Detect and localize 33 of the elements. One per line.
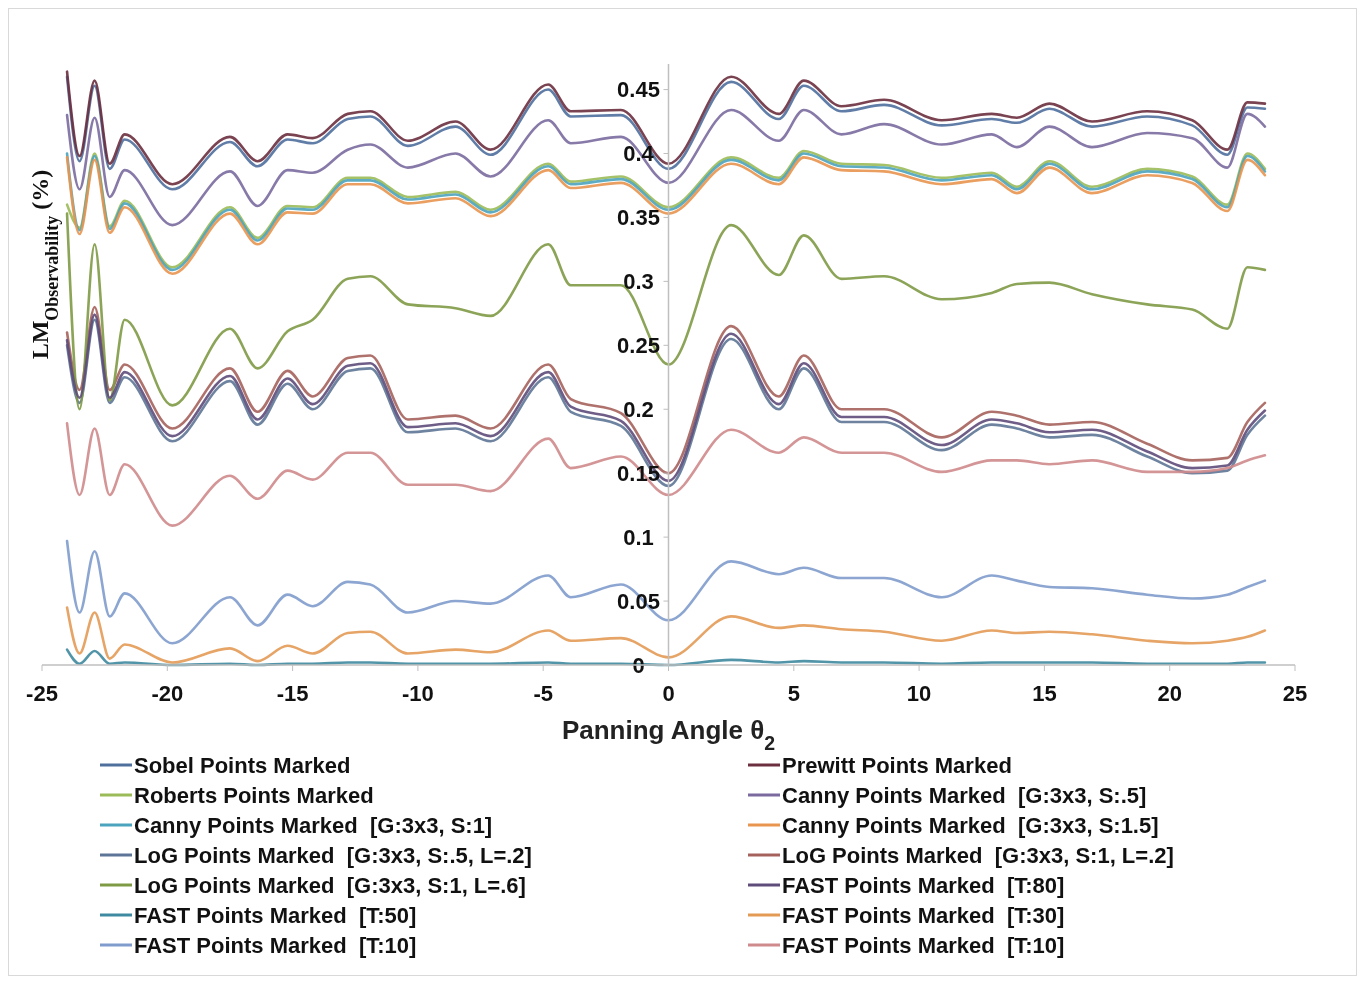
x-tick-label: 10 [906,681,932,706]
legend-label: Sobel Points Marked [134,752,351,778]
x-tick-label: -10 [402,681,434,706]
x-axis-title: Panning Angle θ$_{2}$ [561,715,776,754]
legend-label: FAST Points Marked [T:10] [782,932,1065,958]
legend-label: FAST Points Marked [T:10] [134,932,417,958]
y-tick-label: 0.45 [617,77,660,103]
x-tick-label: -20 [151,681,184,706]
legend-label: LoG Points Marked [G:3x3, S:1, L=.6] [134,872,526,898]
y-tick-label: 0.05 [617,588,660,614]
legend-label: LoG Points Marked [G:3x3, S:.5, L=.2] [134,842,532,868]
x-tick-label: 25 [1282,681,1308,706]
x-tick-label: 5 [787,681,800,706]
legend-label: LoG Points Marked [G:3x3, S:1, L=.2] [782,842,1174,868]
x-tick-label: -25 [26,681,58,706]
legend-label: Canny Points Marked [G:3x3, S:1.5] [782,812,1159,838]
line-series [65,108,1267,227]
legend-label: FAST Points Marked [T:50] [134,902,417,928]
legend-label: FAST Points Marked [T:80] [782,872,1065,898]
legend-label: Prewitt Points Marked [782,752,1012,778]
legend-label: Canny Points Marked [G:3x3, S:.5] [782,782,1147,808]
line-series [65,422,1267,527]
y-tick-label: 0.2 [623,396,654,422]
x-tick-label: 15 [1032,681,1057,706]
legend-label: Roberts Points Marked [134,782,374,808]
x-tick-label: 20 [1157,681,1182,706]
y-tick-label: 0.1 [623,524,654,550]
y-tick-label: 0.35 [617,205,660,231]
legend-label: Canny Points Marked [G:3x3, S:1] [134,812,493,838]
x-tick-label: -5 [533,681,553,706]
legend-label: FAST Points Marked [T:30] [782,902,1065,928]
y-tick-label: 0.3 [623,269,654,295]
x-tick-label: -15 [276,681,309,706]
